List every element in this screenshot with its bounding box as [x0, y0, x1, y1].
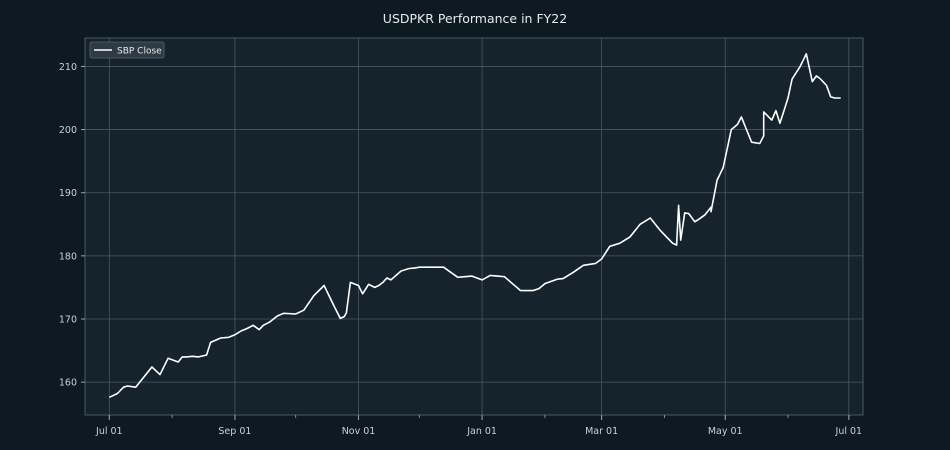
x-tick-label: Mar 01: [585, 426, 618, 437]
series-line-sbp-close: [108, 53, 841, 399]
chart-title: USDPKR Performance in FY22: [383, 11, 567, 26]
x-tick-label: Nov 01: [342, 426, 376, 437]
y-tick-label: 170: [59, 315, 77, 326]
x-axis: Jul 01 Sep 01 Nov 01 Jan 01 Mar 01 May 01 Jul …: [95, 415, 862, 437]
grid-lines: [85, 38, 863, 415]
y-tick-label: 200: [59, 125, 77, 136]
x-tick-label: May 01: [708, 426, 743, 437]
series-layer: [108, 53, 841, 399]
plot-area: [84, 37, 864, 416]
legend-label-sbp-close: SBP Close: [117, 47, 162, 57]
y-tick-label: 160: [59, 378, 77, 389]
x-tick-label: Jul 01: [95, 426, 123, 437]
legend: SBP Close: [89, 41, 165, 59]
y-axis: 160 170 180 190 200 210: [59, 62, 85, 389]
y-tick-label: 210: [59, 62, 77, 73]
x-tick-label: Sep 01: [218, 426, 251, 437]
y-tick-label: 190: [59, 188, 77, 199]
x-tick-label: Jan 01: [466, 426, 497, 437]
legend-box: [89, 41, 165, 59]
y-tick-label: 180: [59, 251, 77, 262]
x-tick-label: Jul 01: [835, 426, 863, 437]
